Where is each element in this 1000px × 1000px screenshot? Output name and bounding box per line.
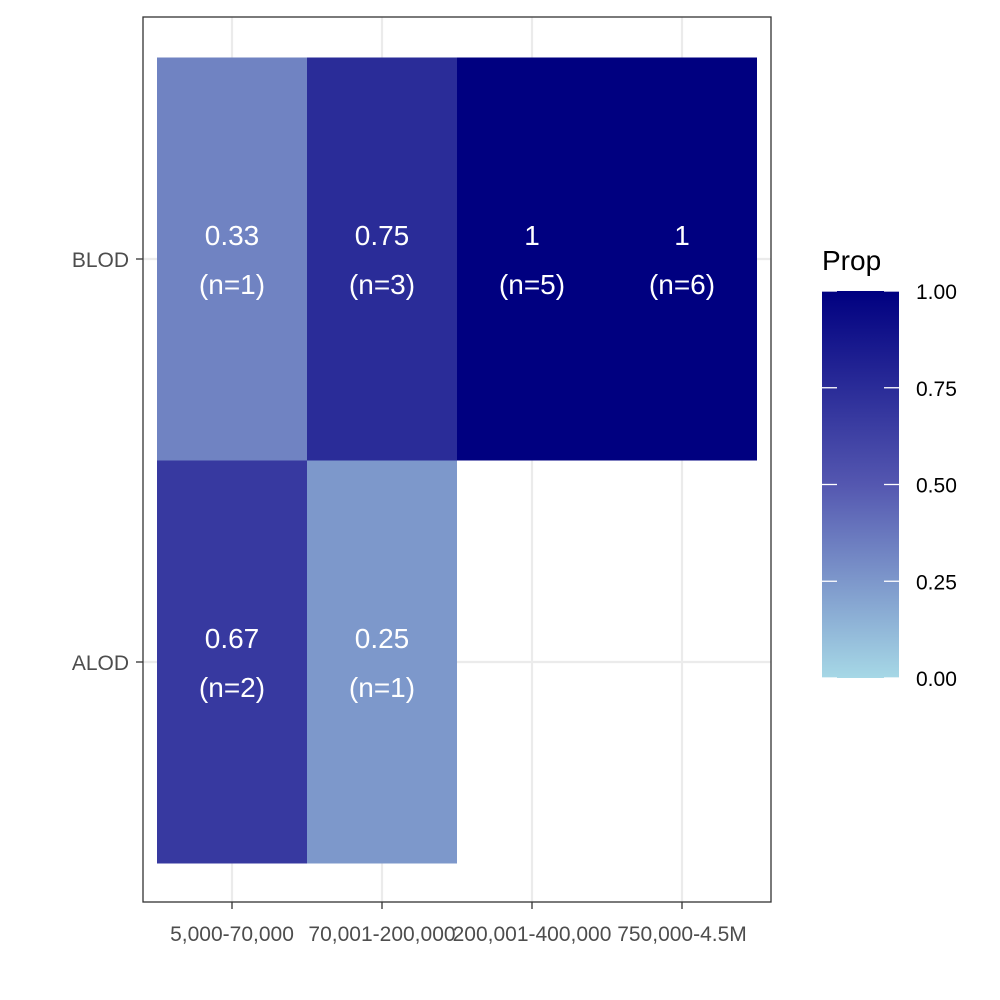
legend-title: Prop [822,245,881,276]
cell-value-label: 1 [674,220,690,251]
cell-value-label: 1 [524,220,540,251]
x-tick-label: 200,001-400,000 [453,923,612,946]
heatmap-cell [307,57,457,461]
cell-value-label: 0.25 [355,623,410,654]
legend-ticks: 0.00 0.25 0.50 0.75 1.00 [822,281,957,691]
x-tick-label: 70,001-200,000 [308,923,455,946]
x-tick-label: 750,000-4.5M [617,923,747,946]
legend-tick-label: 0.75 [916,378,957,401]
cell-count-label: (n=5) [499,269,565,300]
cell-count-label: (n=1) [199,269,265,300]
heatmap-cell [607,57,757,461]
cell-count-label: (n=2) [199,672,265,703]
color-legend: Prop 0.00 0.25 0.50 0.75 1.00 [822,245,957,691]
x-tick-label: 5,000-70,000 [170,923,294,946]
x-axis: 5,000-70,000 70,001-200,000200,001-400,00… [170,902,747,946]
legend-tick-label: 0.25 [916,571,957,594]
heatmap-cell [157,460,307,864]
legend-tick-label: 0.00 [916,668,957,691]
legend-tick-label: 1.00 [916,281,957,304]
y-tick-label: BLOD [72,249,129,272]
cell-count-label: (n=3) [349,269,415,300]
cell-value-label: 0.75 [355,220,410,251]
cell-count-label: (n=6) [649,269,715,300]
cell-value-label: 0.67 [205,623,260,654]
heatmap-cell [457,57,607,461]
y-axis: ALOD BLOD [72,249,143,675]
heatmap-cell [157,57,307,461]
heatmap-cell [307,460,457,864]
y-tick-label: ALOD [72,652,129,675]
legend-tick-label: 0.50 [916,475,957,498]
cell-value-label: 0.33 [205,220,260,251]
cell-count-label: (n=1) [349,672,415,703]
heatmap-cells: 0.33 (n=1) 0.75 (n=3) 1 (n=5) 1 (n=6) 0.67 (n=2) 0… [157,57,757,864]
plot-panel-border [142,16,772,903]
